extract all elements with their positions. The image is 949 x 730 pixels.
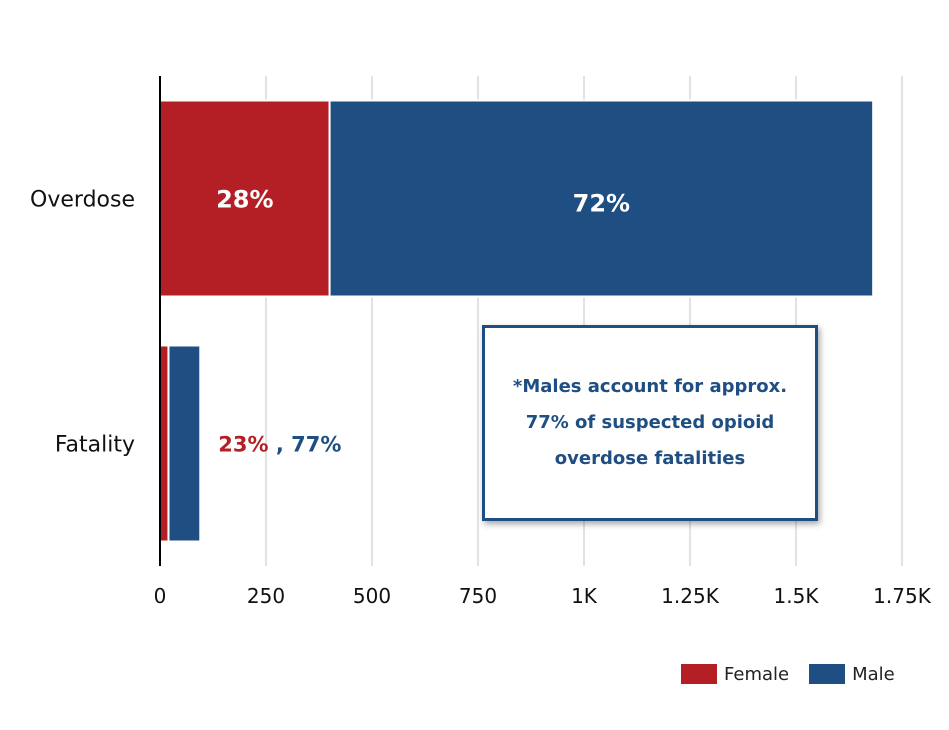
x-tick-label: 500 <box>353 584 391 608</box>
x-tick-label: 1.5K <box>774 584 820 608</box>
bar-female-fatality <box>159 344 170 543</box>
x-tick-label: 1.25K <box>661 584 720 608</box>
bars <box>159 99 875 543</box>
x-tick-label: 1.75K <box>873 584 932 608</box>
legend-item-male: Male <box>809 664 895 685</box>
category-label: Overdose <box>30 188 135 213</box>
bar-male-overdose <box>328 99 875 298</box>
x-tick-label: 0 <box>154 584 167 608</box>
annotation-text: *Males account for approx. 77% of suspec… <box>512 376 788 469</box>
data-label-male: 72% <box>573 190 630 218</box>
bar-male-fatality <box>167 344 202 543</box>
data-label-male: , 77% <box>269 433 342 457</box>
x-tick-label: 750 <box>459 584 497 608</box>
legend: Female Male <box>681 662 895 686</box>
legend-label-female: Female <box>724 663 790 685</box>
x-tick-labels: 0 250 500 750 1K 1.25K 1.5K 1.75K <box>154 584 932 608</box>
category-labels: Overdose Fatality <box>30 188 135 458</box>
data-label-female: 28% <box>216 186 273 214</box>
legend-swatch-female <box>681 664 717 684</box>
annotation-box: *Males account for approx. 77% of suspec… <box>482 325 818 521</box>
category-label: Fatality <box>55 433 135 458</box>
legend-item-female: Female <box>681 664 789 685</box>
fatality-data-labels: 23% , 77% <box>218 433 341 457</box>
percent-labels: 28% 72% 23% , 77% <box>216 186 630 457</box>
bar-chart: 0 250 500 750 1K 1.25K 1.5K 1.75K Overdose Fatal… <box>30 76 932 608</box>
data-label-female: 23% <box>218 433 268 457</box>
x-tick-label: 250 <box>247 584 285 608</box>
x-tick-label: 1K <box>571 584 598 608</box>
legend-swatch-male <box>809 664 846 684</box>
legend-label-male: Male <box>852 663 895 685</box>
